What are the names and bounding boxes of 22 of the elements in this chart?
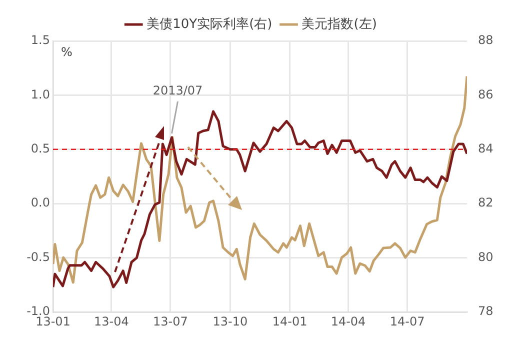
x-tick-label: 13-07	[153, 314, 188, 328]
y2-tick-label: 80	[478, 250, 494, 264]
y-axis-title: %	[61, 45, 72, 60]
annotation: 2013/07	[152, 84, 203, 98]
legend-label: 美债10Y实际利率(右)	[146, 16, 272, 32]
y2-tick-label: 86	[478, 87, 494, 102]
x-tick-label: 14-07	[390, 314, 425, 328]
y2-tick-label: 88	[478, 33, 494, 48]
y2-tick-label: 82	[478, 196, 494, 210]
legend-label: 美元指数(左)	[302, 16, 377, 32]
y-tick-label: 1.0	[30, 87, 50, 102]
y-tick-label: 0.0	[30, 196, 50, 210]
x-tick-label: 14-01	[272, 314, 308, 328]
x-tick-label: 13-01	[36, 314, 70, 328]
y-tick-label: -0.5	[26, 250, 50, 264]
x-tick-label: 13-10	[212, 314, 248, 328]
y-tick-label: 0.5	[30, 142, 50, 156]
x-tick-label: 14-04	[330, 314, 366, 328]
x-tick-label: 13-04	[94, 314, 129, 328]
y2-tick-label: 84	[478, 142, 494, 156]
y-tick-label: 1.5	[30, 33, 50, 48]
y2-tick-label: 78	[478, 304, 494, 318]
